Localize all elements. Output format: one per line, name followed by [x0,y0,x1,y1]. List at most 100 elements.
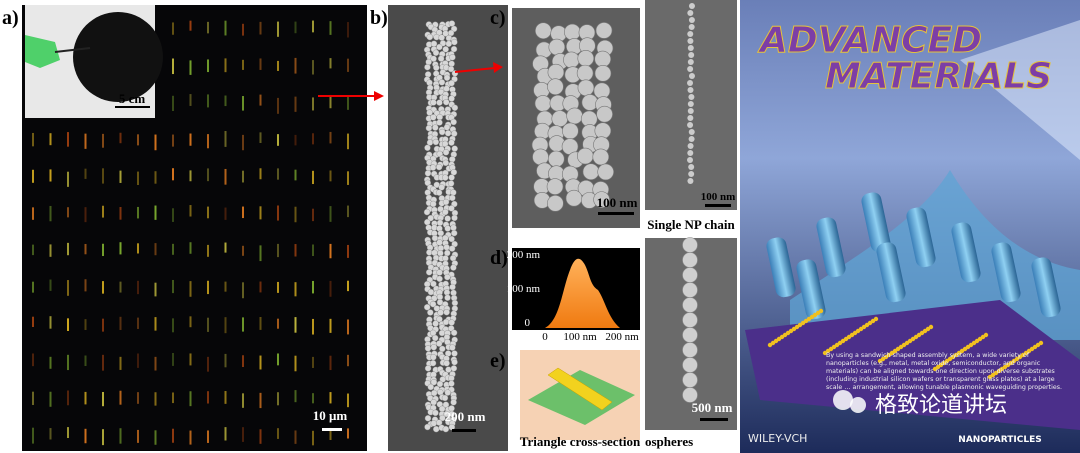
panel-label: d) [490,247,508,269]
nanowire-dash [102,318,104,332]
wafer [73,12,163,102]
particle [450,365,458,372]
nanowire-dash [172,22,174,35]
particle [532,148,549,166]
particle [443,124,451,131]
nanowire-dash [207,280,209,295]
particle [424,144,431,152]
particle [435,163,443,171]
particle [436,43,443,51]
particle [448,20,456,27]
np [928,324,934,330]
particle [424,365,432,372]
particle [448,139,455,146]
nanowire-dash [224,242,227,253]
nanowire-dash [277,168,279,180]
particle [430,399,437,406]
nanowire-dash [49,169,52,182]
nanowire-dash [207,317,209,332]
particle [438,79,446,86]
particle [427,383,434,391]
particle [443,360,450,367]
pillar [796,259,826,320]
scale-label: 200 nm [445,409,486,424]
nanowire-dash [172,428,174,443]
particle [436,269,443,276]
nanowire-dash [154,317,157,331]
particle [687,59,694,65]
particle [448,380,455,387]
nanowire-dash [119,281,122,293]
particle [424,189,431,196]
nanowire-dash [277,428,279,439]
particle [432,320,439,327]
particle [437,249,444,257]
pillar [766,237,796,298]
particle [547,150,565,168]
nanowire-dash [102,168,104,184]
particle [551,110,569,127]
nanowire-dash [172,279,174,294]
nanowire-dash [259,94,262,106]
nanowire-dash [294,430,297,444]
particle [594,65,612,82]
nanowire-dash [347,244,349,258]
nanowire-dash [207,94,209,108]
substrate [745,300,1080,430]
nanowire-dash [329,392,332,404]
particle [688,129,695,135]
nanowire-dash [67,132,69,147]
particle-stack [547,367,613,411]
nanowire-dash [137,134,139,146]
particle [682,387,698,403]
nanowire-dash [329,58,332,69]
particle [688,73,695,79]
nanowire-dash [294,206,297,223]
particle [436,119,443,126]
particle [595,22,613,39]
particle [436,99,443,106]
particle [451,38,458,46]
particle [427,288,435,296]
nanowire-dash [224,58,227,73]
panel-c: c) 100 nm 100 nm Single NP chain [490,0,737,232]
nanowire-dash [329,243,332,259]
abstract: By using a sandwich-shaped assembly syst… [826,352,1055,391]
particle [534,95,552,112]
particle [437,309,444,316]
y-tick-label: 100 nm [507,283,541,295]
nanowire-dash [312,356,314,368]
nanowire-dash [259,168,262,180]
nanowire-dash [259,281,262,293]
nanowire-dash [32,132,34,147]
nanowire-dash [242,282,244,299]
particle [443,74,451,81]
pillar [991,242,1021,303]
y-tick-label: 200 nm [507,249,541,261]
particle [429,300,437,308]
nanowire-dash [102,243,104,257]
scale-label: 500 nm [692,400,733,415]
nanowire-dash [312,97,314,111]
particle [444,249,451,257]
particle [432,138,440,146]
nanowire-dash [84,355,87,367]
nanowire-dash [32,427,34,444]
particle [449,54,456,61]
nanowire-dash [172,168,174,181]
particle [447,325,455,332]
nanowire-dash [242,245,244,256]
publisher: WILEY-VCH [748,432,807,445]
particle [443,309,450,316]
nanowire-dash [137,206,139,219]
particle [450,264,457,271]
particle [682,372,698,388]
nanowire-dash [224,131,227,147]
np [1038,340,1044,346]
nanowire-dash [49,205,52,222]
particle [430,389,438,397]
particle [449,194,456,202]
nanowire-dash [84,319,87,330]
nanowire-dash [32,316,34,328]
nanowire-dash [84,133,87,149]
